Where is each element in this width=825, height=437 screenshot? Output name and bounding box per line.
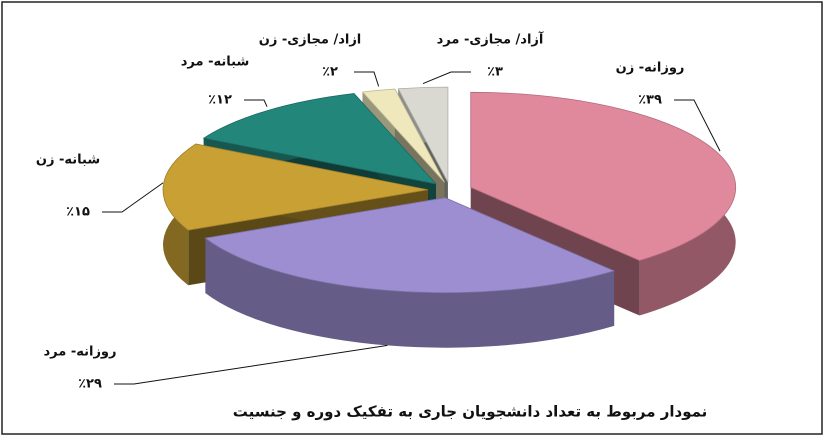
slice-label: ازاد/ مجازی- زن: [259, 33, 362, 48]
leader-line: [674, 99, 721, 152]
slice: [202, 93, 438, 185]
leader-line: [114, 344, 388, 385]
slice-label: روزانه- مرد: [44, 345, 117, 360]
labels: روزانه- زن ٪۳۹ روزانه- مرد ٪۲۹ شبانه- زن ٪۱۵ ش…: [36, 31, 721, 392]
slice-label: شبانه- مرد: [181, 55, 249, 70]
chart-title: نمودار مربوط به تعداد دانشجویان جاری به …: [233, 403, 708, 421]
value-label: ٪۱۲: [208, 93, 232, 108]
value-label: ٪۳: [487, 65, 503, 80]
value-label: ٪۱۵: [66, 205, 90, 220]
slice: [470, 91, 737, 261]
slice-label: آزاد/ مجازی- مرد: [437, 31, 544, 48]
slice: [162, 143, 429, 231]
value-label: ٪۳۹: [638, 93, 662, 108]
slice-label: شبانه- زن: [36, 153, 100, 168]
leader-line: [102, 182, 164, 213]
value-label: ٪۲۹: [78, 377, 102, 392]
slice-label: روزانه- زن: [616, 61, 685, 76]
slice: [204, 197, 616, 294]
slice: [397, 86, 449, 183]
leader-line: [422, 71, 471, 85]
slice-wall: [205, 238, 615, 348]
leader-line: [244, 99, 268, 107]
leader-line: [354, 71, 380, 87]
slice: [361, 88, 445, 183]
pie: [162, 86, 737, 348]
value-label: ٪۲: [322, 65, 338, 80]
